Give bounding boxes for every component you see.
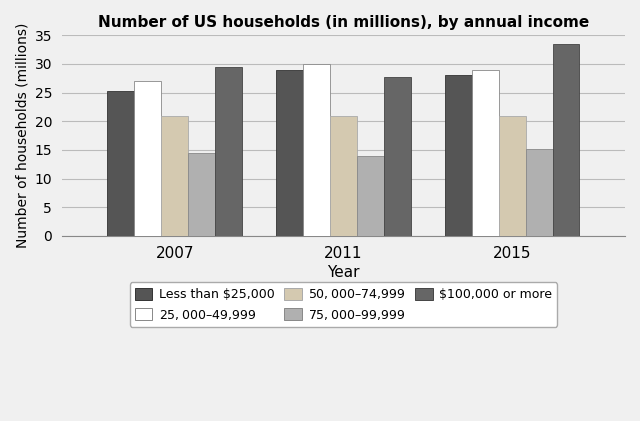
Title: Number of US households (in millions), by annual income: Number of US households (in millions), b…: [98, 15, 589, 30]
Bar: [445, 75, 472, 236]
Bar: [330, 116, 357, 236]
Legend: Less than $25,000, $25,000–$49,999, $50,000–$74,999, $75,000–$99,999, $100,000 o: Less than $25,000, $25,000–$49,999, $50,…: [130, 282, 557, 327]
Bar: [161, 116, 188, 236]
Bar: [499, 116, 525, 236]
Bar: [276, 70, 303, 236]
Bar: [303, 64, 330, 236]
Bar: [215, 67, 243, 236]
Bar: [472, 70, 499, 236]
Bar: [525, 149, 552, 236]
Bar: [357, 156, 384, 236]
Bar: [134, 81, 161, 236]
Bar: [108, 91, 134, 236]
Bar: [188, 153, 215, 236]
Bar: [384, 77, 411, 236]
X-axis label: Year: Year: [327, 265, 360, 280]
Y-axis label: Number of households (millions): Number of households (millions): [15, 23, 29, 248]
Bar: [552, 44, 579, 236]
